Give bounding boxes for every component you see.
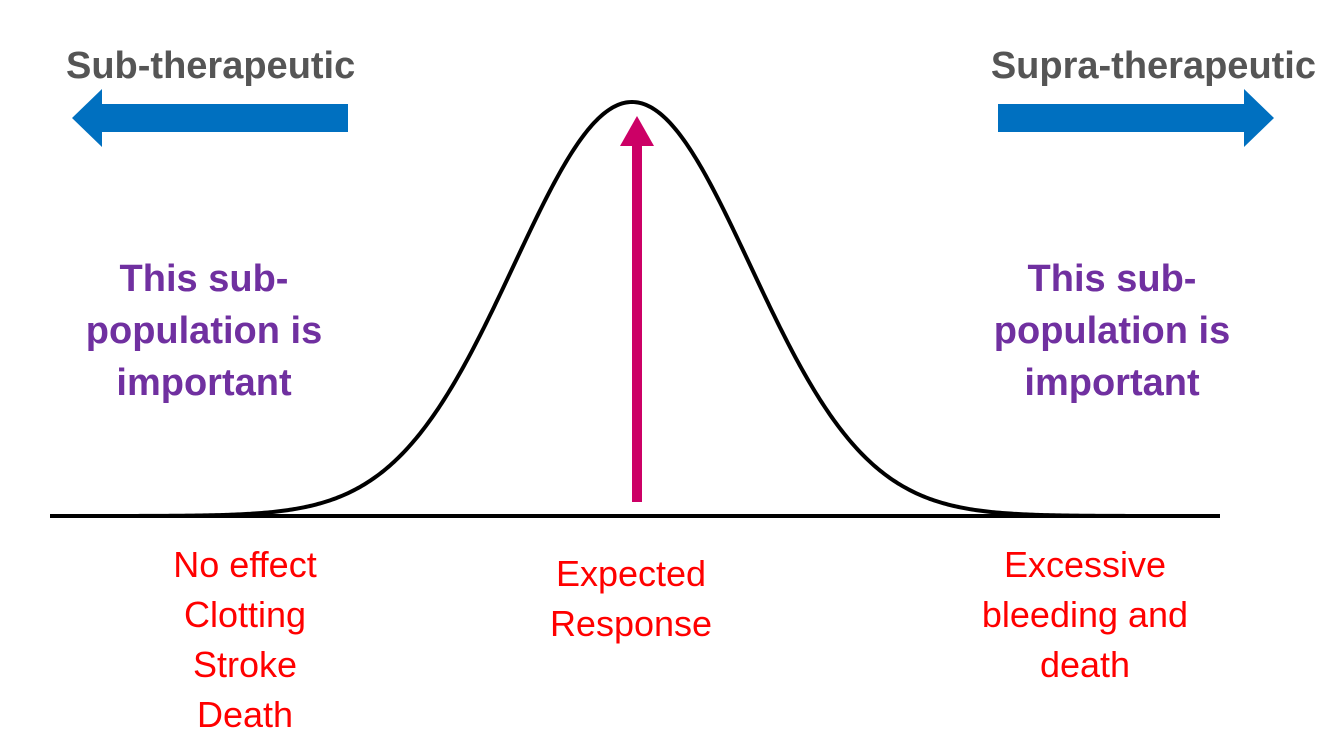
sub-therapeutic-heading: Sub-therapeutic [66,45,356,87]
left-subpopulation-note: This sub- population is important [85,258,323,404]
sub-therapeutic-outcomes: No effect Clotting Stroke Death [173,544,317,735]
left-arrow-icon [72,89,348,147]
right-arrow-icon [998,89,1274,147]
supra-therapeutic-heading: Supra-therapeutic [990,45,1316,87]
up-arrow-icon [620,116,654,146]
expected-response-label: Expected Response [549,553,713,644]
bell-curve [90,99,1210,518]
supra-therapeutic-outcomes: Excessive bleeding and death [981,544,1189,685]
right-subpopulation-note: This sub- population is important [993,258,1231,404]
